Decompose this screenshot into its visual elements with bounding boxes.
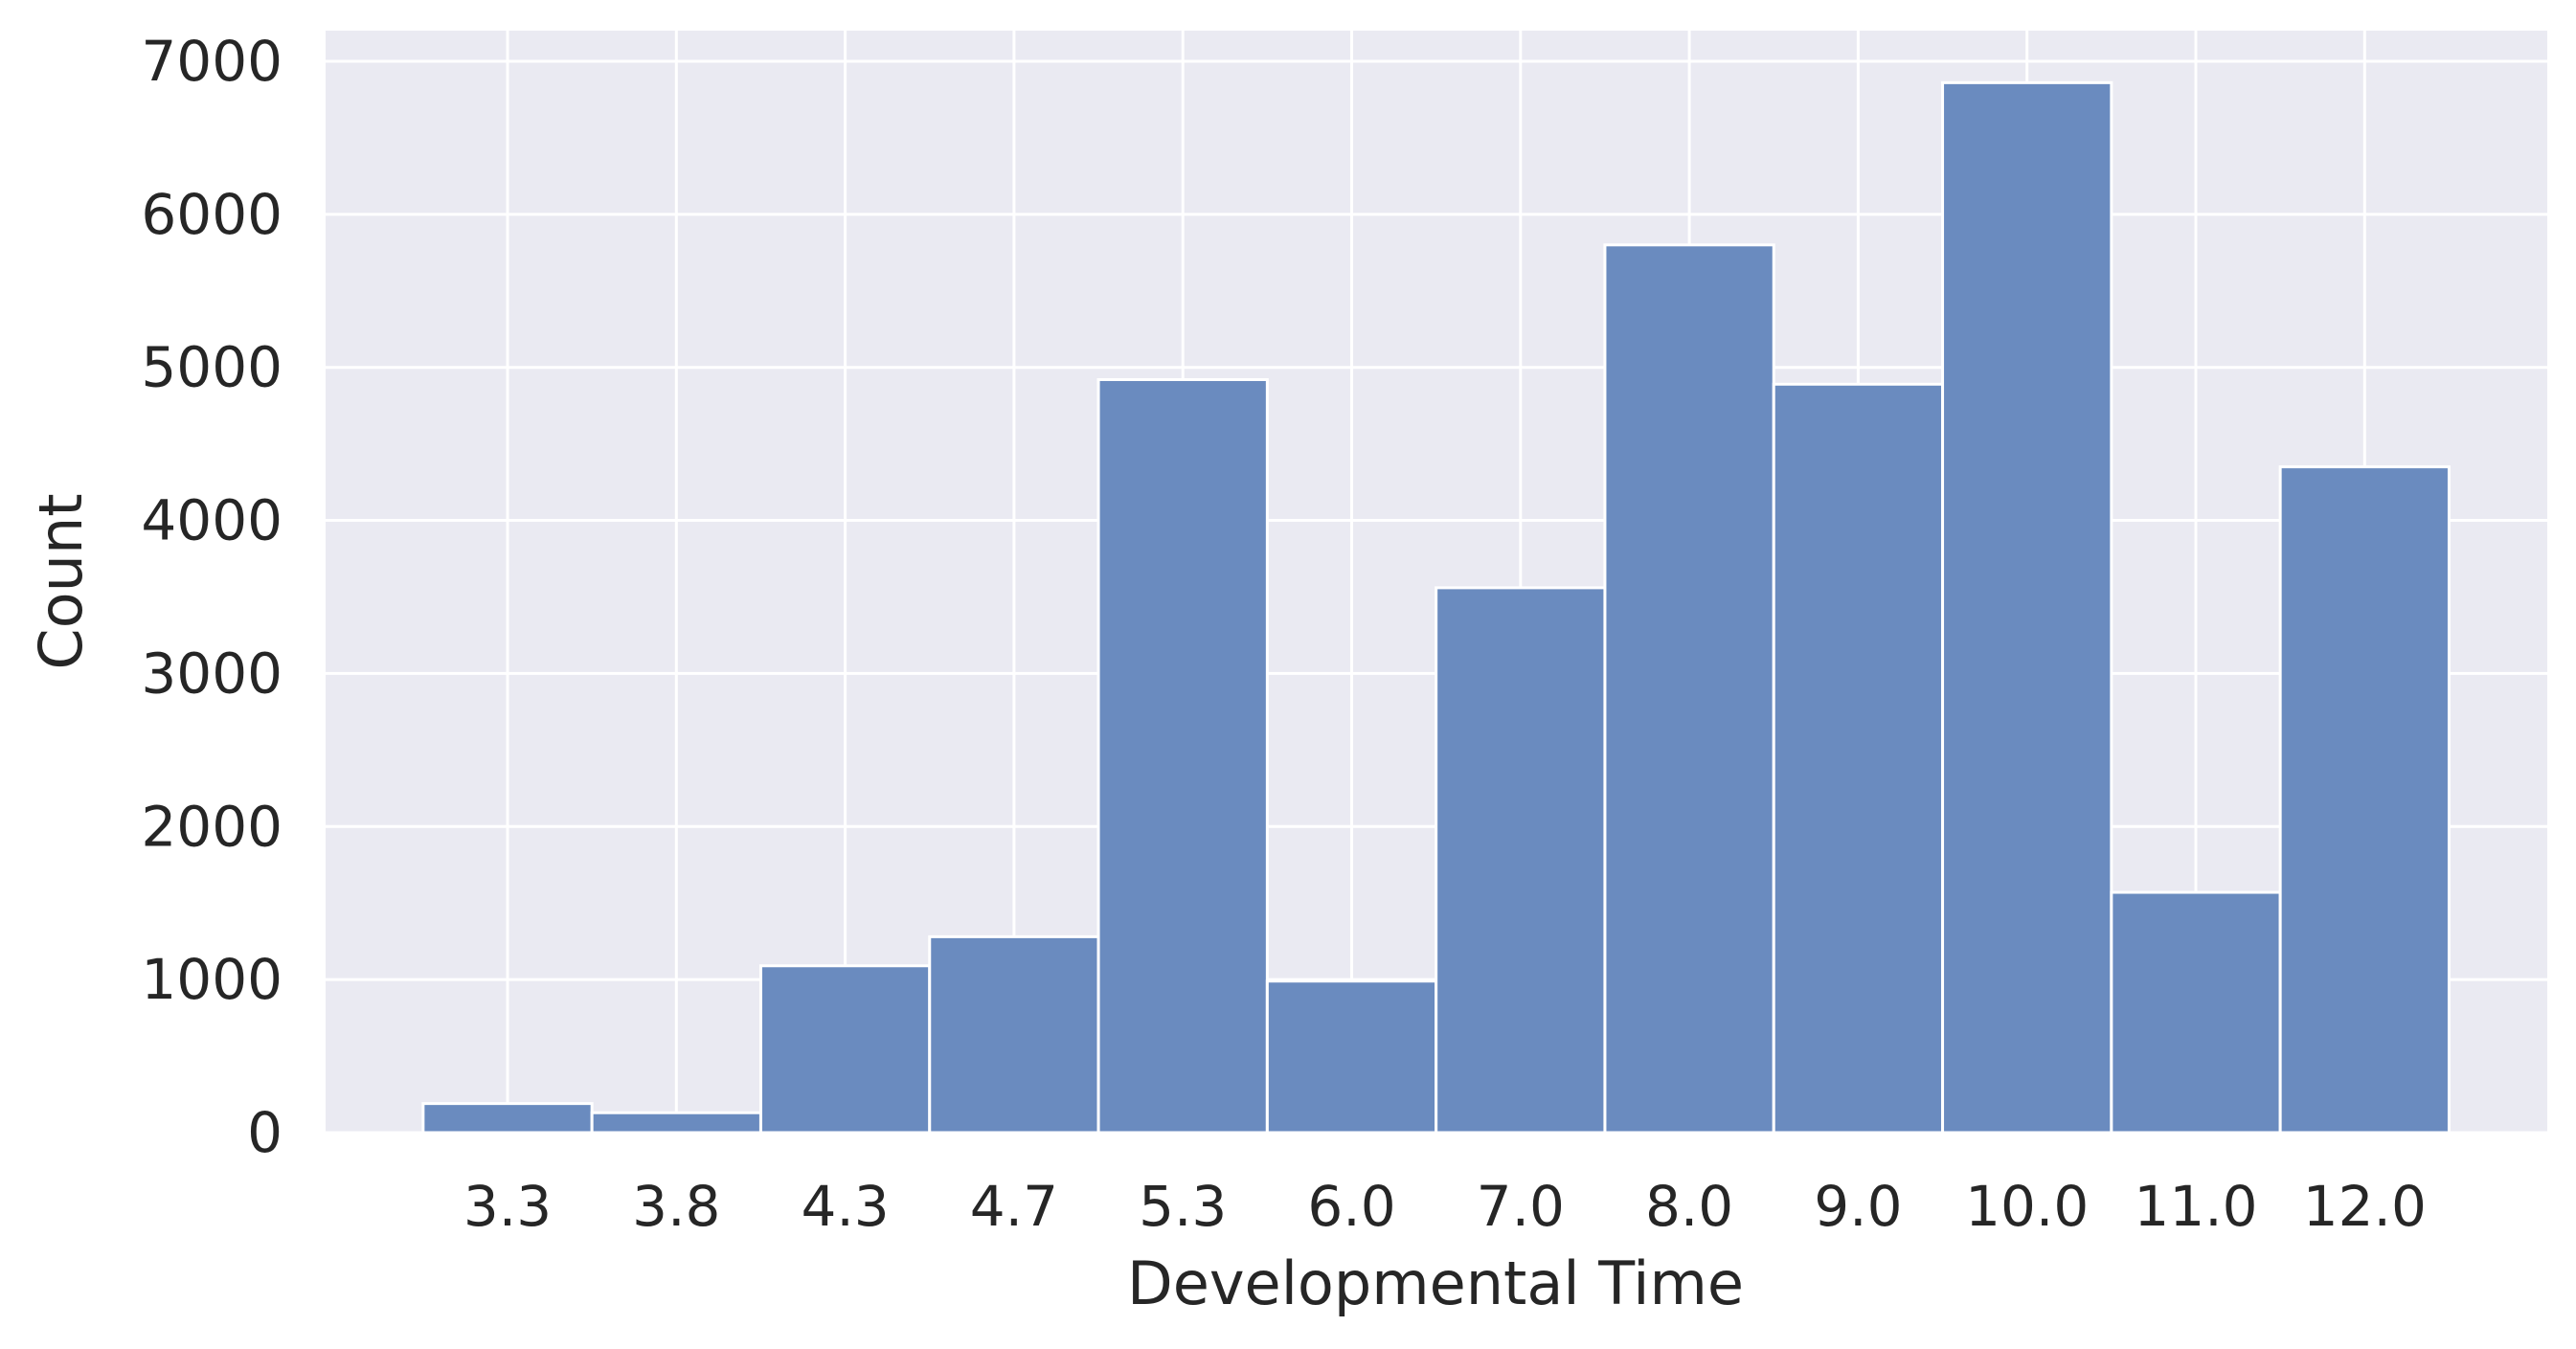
- histogram-bar-3.3: [421, 1102, 594, 1135]
- y-tick-label: 0: [247, 1100, 282, 1165]
- x-tick-label: 8.0: [1645, 1174, 1733, 1239]
- histogram-bar-4.7: [928, 934, 1100, 1135]
- bars: [421, 80, 2451, 1135]
- y-tick-label: 1000: [141, 947, 282, 1012]
- x-tick-label: 10.0: [1965, 1174, 2089, 1239]
- x-tick-label: 12.0: [2303, 1174, 2427, 1239]
- x-tick-label: 6.0: [1307, 1174, 1395, 1239]
- y-tick-label: 3000: [141, 641, 282, 706]
- histogram-bar-9.0: [1772, 382, 1945, 1135]
- y-tick-label: 5000: [141, 335, 282, 400]
- y-tick-label: 7000: [141, 29, 282, 94]
- histogram-bar-10.0: [1941, 80, 2113, 1135]
- histogram-bar-4.3: [758, 964, 932, 1135]
- histogram-bar-11.0: [2110, 890, 2282, 1135]
- y-tick-label: 4000: [141, 488, 282, 553]
- histogram-bar-6.0: [1265, 979, 1438, 1135]
- y-tick-label: 2000: [141, 794, 282, 859]
- x-axis-label: Developmental Time: [1127, 1248, 1744, 1318]
- y-tick-labels: 0 1000 2000 3000 4000 5000 6000 7000: [141, 29, 282, 1165]
- x-tick-label: 7.0: [1477, 1174, 1565, 1239]
- x-tick-label: 11.0: [2134, 1174, 2257, 1239]
- histogram-bar-12.0: [2278, 465, 2451, 1135]
- x-tick-label: 5.3: [1139, 1174, 1227, 1239]
- histogram-bar-7.0: [1435, 586, 1607, 1135]
- histogram-bar-3.8: [590, 1111, 762, 1135]
- x-tick-label: 3.8: [632, 1174, 720, 1239]
- x-tick-labels: 3.3 3.8 4.3 4.7 5.3 6.0 7.0 8.0 9.0 10.0 11.0 12.0: [463, 1174, 2427, 1239]
- x-tick-label: 4.7: [970, 1174, 1058, 1239]
- y-tick-label: 6000: [141, 182, 282, 247]
- x-tick-label: 4.3: [801, 1174, 889, 1239]
- y-axis-label: Count: [26, 493, 96, 669]
- x-tick-label: 9.0: [1814, 1174, 1902, 1239]
- histogram-bar-5.3: [1096, 377, 1269, 1135]
- x-tick-label: 3.3: [463, 1174, 552, 1239]
- histogram-bar-8.0: [1603, 243, 1775, 1135]
